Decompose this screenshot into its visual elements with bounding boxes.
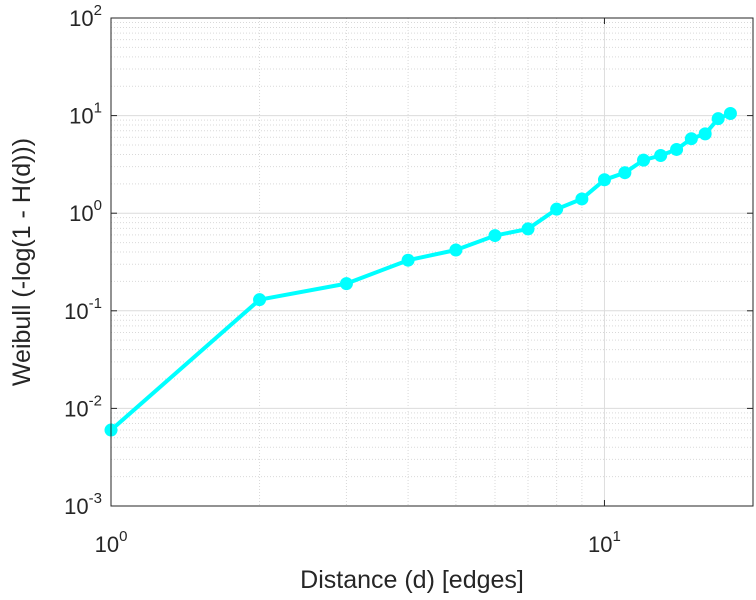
x-tick-label: 101 — [588, 528, 621, 557]
data-point — [550, 202, 564, 216]
data-point — [654, 149, 668, 163]
data-point — [521, 222, 535, 236]
x-axis-label: Distance (d) [edges] — [300, 566, 524, 594]
data-point — [684, 132, 698, 146]
y-tick-label: 10-2 — [64, 392, 102, 421]
data-point — [711, 112, 725, 126]
data-point — [339, 277, 353, 291]
y-tick-label: 10-3 — [64, 490, 102, 519]
y-tick-label: 101 — [69, 100, 102, 129]
y-axis-label: Weibull (-log(1 - H(d))) — [8, 138, 36, 386]
data-point — [723, 107, 737, 121]
data-point — [597, 173, 611, 187]
data-point — [488, 229, 502, 243]
axis-ticks: 100 101 10-3 10-2 10-1 100 101 102 — [64, 2, 753, 557]
data-point — [618, 166, 632, 180]
y-tick-label: 100 — [69, 197, 102, 226]
plot-frame — [110, 17, 754, 507]
plot-area — [111, 18, 753, 506]
y-tick-label: 10-1 — [64, 295, 102, 324]
x-tick-label: 100 — [95, 528, 128, 557]
y-tick-label: 102 — [69, 2, 102, 31]
data-point — [253, 293, 267, 307]
data-point — [698, 127, 712, 141]
data-point — [637, 153, 651, 167]
data-series — [104, 107, 737, 437]
data-point — [401, 253, 415, 267]
data-point — [575, 192, 589, 206]
data-point — [449, 243, 463, 257]
data-point — [670, 142, 684, 156]
